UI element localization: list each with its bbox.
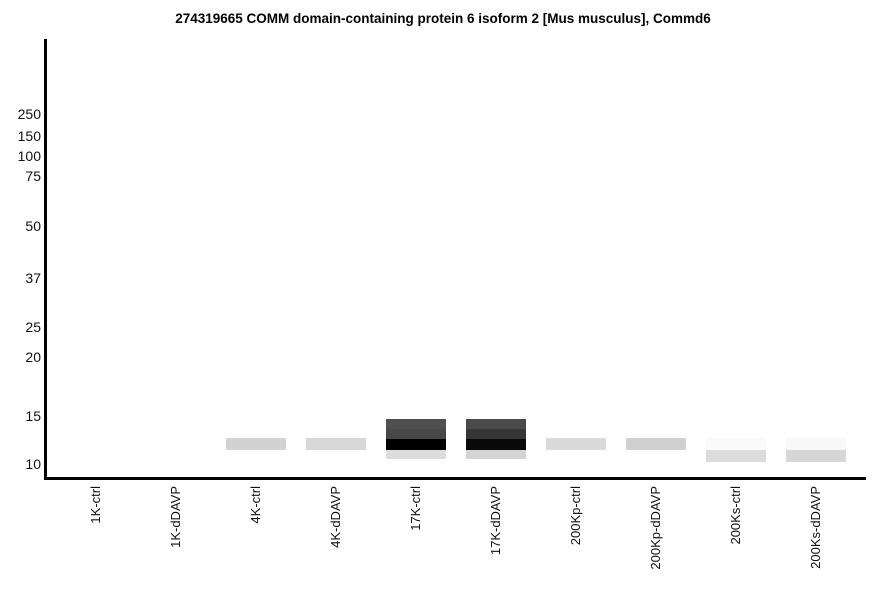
blot-band [786, 438, 846, 450]
lane-label: 200Kp-ctrl [568, 486, 583, 546]
lane-label: 17K-dDAVP [488, 486, 503, 556]
blot-band [706, 438, 766, 450]
blot-band [466, 429, 526, 439]
y-axis-tick-label: 100 [17, 148, 41, 164]
lane-label: 200Ks-dDAVP [808, 486, 823, 569]
blot-band [466, 439, 526, 450]
lane-label: 200Ks-ctrl [728, 486, 743, 545]
lane-label: 17K-ctrl [408, 486, 423, 531]
lane-label: 200Kp-dDAVP [648, 486, 663, 570]
chart-title: 274319665 COMM domain-containing protein… [175, 11, 711, 26]
y-axis-tick-label: 15 [25, 408, 41, 424]
lane-label: 4K-dDAVP [328, 486, 343, 548]
y-axis-tick-label: 50 [25, 218, 41, 234]
blot-band [386, 419, 446, 429]
y-axis-tick-label: 75 [25, 168, 41, 184]
y-axis-tick-label: 10 [25, 456, 41, 472]
blot-band [466, 419, 526, 429]
y-axis-tick-label: 150 [17, 128, 41, 144]
y-axis-tick-label: 20 [25, 349, 41, 365]
y-axis-tick-label: 250 [17, 106, 41, 122]
lane-label: 1K-ctrl [88, 486, 103, 524]
y-axis-line [44, 39, 47, 480]
blot-band [546, 438, 606, 450]
blot-band [466, 450, 526, 459]
blot-band [786, 450, 846, 462]
lane-label: 4K-ctrl [248, 486, 263, 524]
blot-band [626, 438, 686, 450]
x-axis-line [44, 477, 866, 480]
y-axis-tick-label: 37 [25, 270, 41, 286]
blot-band [386, 439, 446, 450]
blot-band [386, 429, 446, 439]
lane-label: 1K-dDAVP [168, 486, 183, 548]
blot-band [226, 438, 286, 450]
blot-band [306, 438, 366, 450]
blot-band [386, 450, 446, 459]
y-axis-tick-label: 25 [25, 319, 41, 335]
blot-band [706, 450, 766, 462]
